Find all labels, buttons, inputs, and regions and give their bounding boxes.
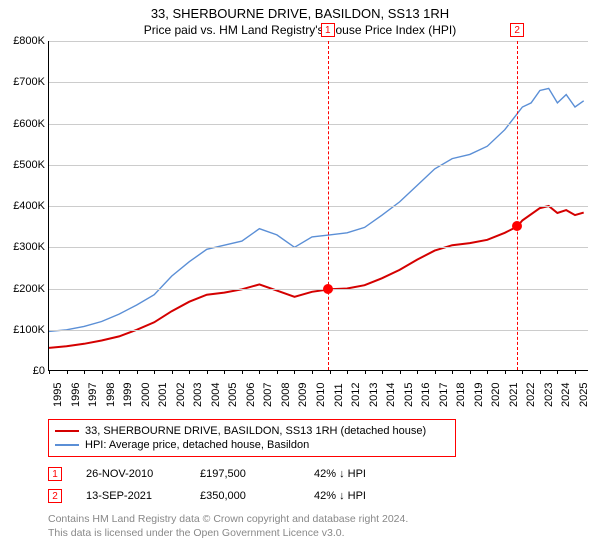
gridline	[49, 82, 588, 83]
x-tick-label: 2010	[315, 383, 327, 407]
legend-item: HPI: Average price, detached house, Basi…	[55, 438, 449, 452]
gridline	[49, 289, 588, 290]
legend-label: 33, SHERBOURNE DRIVE, BASILDON, SS13 1RH…	[85, 425, 426, 437]
legend-swatch	[55, 430, 79, 432]
legend-box: 33, SHERBOURNE DRIVE, BASILDON, SS13 1RH…	[48, 419, 456, 457]
x-tick-label: 2011	[333, 383, 345, 407]
event-vline	[328, 41, 329, 370]
y-tick-label: £0	[33, 365, 49, 377]
x-tick-label: 2021	[508, 383, 520, 407]
event-delta: 42% ↓ HPI	[314, 490, 404, 502]
events-table: 1 26-NOV-2010 £197,500 42% ↓ HPI 2 13-SE…	[48, 463, 590, 507]
footnote-line: Contains HM Land Registry data © Crown c…	[48, 513, 408, 525]
event-vline	[517, 41, 518, 370]
event-dot	[512, 221, 522, 231]
x-tick-label: 1995	[52, 383, 64, 407]
gridline	[49, 206, 588, 207]
x-tick-label: 2007	[262, 383, 274, 407]
x-tick-label: 2023	[543, 383, 555, 407]
x-tick-label: 2005	[227, 383, 239, 407]
plot-wrap: £0£100K£200K£300K£400K£500K£600K£700K£80…	[48, 41, 590, 371]
gridline	[49, 41, 588, 42]
x-tick-label: 2006	[245, 383, 257, 407]
event-marker-box: 1	[321, 23, 335, 37]
event-price: £197,500	[200, 468, 290, 480]
y-tick-label: £700K	[13, 76, 49, 88]
event-price: £350,000	[200, 490, 290, 502]
x-tick-label: 2000	[140, 383, 152, 407]
event-row: 2 13-SEP-2021 £350,000 42% ↓ HPI	[48, 485, 590, 507]
x-axis-labels: 1995 1996 1997 1998 1999 2000 2001 2002 2003 2004…	[48, 371, 588, 413]
x-tick-label: 2002	[175, 383, 187, 407]
x-tick-label: 2018	[455, 383, 467, 407]
event-delta: 42% ↓ HPI	[314, 468, 404, 480]
x-tick-label: 1999	[122, 383, 134, 407]
x-tick-label: 2008	[280, 383, 292, 407]
event-marker-icon: 2	[48, 489, 62, 503]
gridline	[49, 124, 588, 125]
event-date: 26-NOV-2010	[86, 468, 176, 480]
y-tick-label: £300K	[13, 241, 49, 253]
event-marker-icon: 1	[48, 467, 62, 481]
x-tick-label: 2015	[403, 383, 415, 407]
y-tick-label: £400K	[13, 200, 49, 212]
gridline	[49, 247, 588, 248]
x-tick-label: 2020	[490, 383, 502, 407]
event-dot	[323, 284, 333, 294]
y-tick-label: £100K	[13, 324, 49, 336]
x-tick-label: 2014	[385, 383, 397, 407]
x-tick-label: 2013	[368, 383, 380, 407]
x-tick-label: 2017	[438, 383, 450, 407]
gridline	[49, 330, 588, 331]
footnote-line: This data is licensed under the Open Gov…	[48, 527, 345, 539]
x-tick-label: 2003	[192, 383, 204, 407]
x-tick-label: 2004	[210, 383, 222, 407]
x-tick-label: 2009	[297, 383, 309, 407]
event-marker-box: 2	[510, 23, 524, 37]
x-tick-label: 1998	[105, 383, 117, 407]
x-tick-label: 1997	[87, 383, 99, 407]
x-tick-label: 2001	[157, 383, 169, 407]
y-tick-label: £500K	[13, 159, 49, 171]
plot-area: £0£100K£200K£300K£400K£500K£600K£700K£80…	[48, 41, 588, 371]
chart-title: 33, SHERBOURNE DRIVE, BASILDON, SS13 1RH	[0, 0, 600, 21]
x-tick-label: 2019	[473, 383, 485, 407]
chart-container: 33, SHERBOURNE DRIVE, BASILDON, SS13 1RH…	[0, 0, 600, 560]
x-tick-label: 2012	[350, 383, 362, 407]
footnote: Contains HM Land Registry data © Crown c…	[48, 513, 590, 540]
series-line-price_paid	[49, 206, 584, 348]
y-tick-label: £600K	[13, 118, 49, 130]
gridline	[49, 165, 588, 166]
event-date: 13-SEP-2021	[86, 490, 176, 502]
series-line-hpi	[49, 88, 584, 331]
x-tick-label: 2016	[420, 383, 432, 407]
legend-label: HPI: Average price, detached house, Basi…	[85, 439, 309, 451]
x-tick-label: 1996	[70, 383, 82, 407]
y-tick-label: £200K	[13, 283, 49, 295]
y-tick-label: £800K	[13, 35, 49, 47]
x-tick-label: 2024	[560, 383, 572, 407]
legend-item: 33, SHERBOURNE DRIVE, BASILDON, SS13 1RH…	[55, 424, 449, 438]
x-tick-label: 2025	[578, 383, 590, 407]
legend-swatch	[55, 444, 79, 446]
event-row: 1 26-NOV-2010 £197,500 42% ↓ HPI	[48, 463, 590, 485]
x-tick-label: 2022	[525, 383, 537, 407]
